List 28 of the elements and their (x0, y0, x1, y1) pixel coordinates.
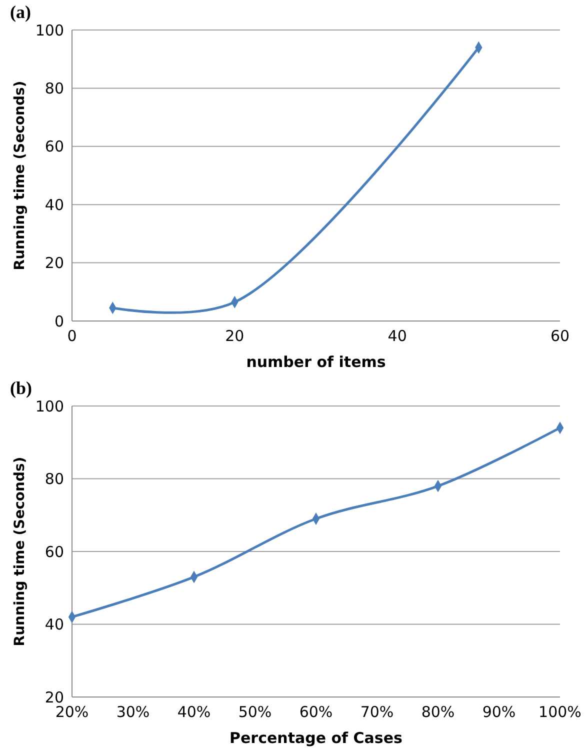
x-tick-label: 0 (67, 327, 77, 345)
y-tick-label: 80 (44, 79, 64, 98)
x-tick-label: 20 (225, 327, 244, 345)
y-tick-label: 100 (35, 21, 64, 40)
y-tick-label: 60 (44, 138, 64, 156)
x-tick-label: 40% (177, 703, 211, 721)
x-axis-title: Percentage of Cases (230, 729, 403, 747)
y-tick-label: 20 (44, 254, 64, 272)
chart-title: (b) (10, 378, 32, 398)
y-tick-label: 80 (44, 470, 64, 488)
y-axis-title: Running time (Seconds) (12, 80, 28, 270)
y-axis-title: Running time (Seconds) (12, 456, 28, 646)
x-tick-label: 30% (116, 703, 150, 721)
chart-title: (a) (10, 2, 31, 22)
x-tick-label: 40 (388, 327, 407, 345)
y-tick-label: 40 (44, 616, 64, 634)
y-tick-label: 40 (44, 196, 64, 214)
y-tick-label: 60 (44, 542, 64, 561)
y-tick-label: 0 (54, 312, 64, 330)
x-tick-label: 100% (538, 703, 582, 721)
x-tick-label: 70% (360, 703, 394, 721)
x-tick-label: 60 (550, 327, 570, 345)
y-tick-label: 100 (35, 397, 64, 416)
x-axis-title: number of items (246, 353, 386, 371)
x-tick-label: 50% (238, 703, 272, 721)
x-tick-label: 80% (421, 703, 455, 721)
x-tick-label: 60% (299, 703, 333, 721)
x-tick-label: 90% (482, 703, 516, 721)
